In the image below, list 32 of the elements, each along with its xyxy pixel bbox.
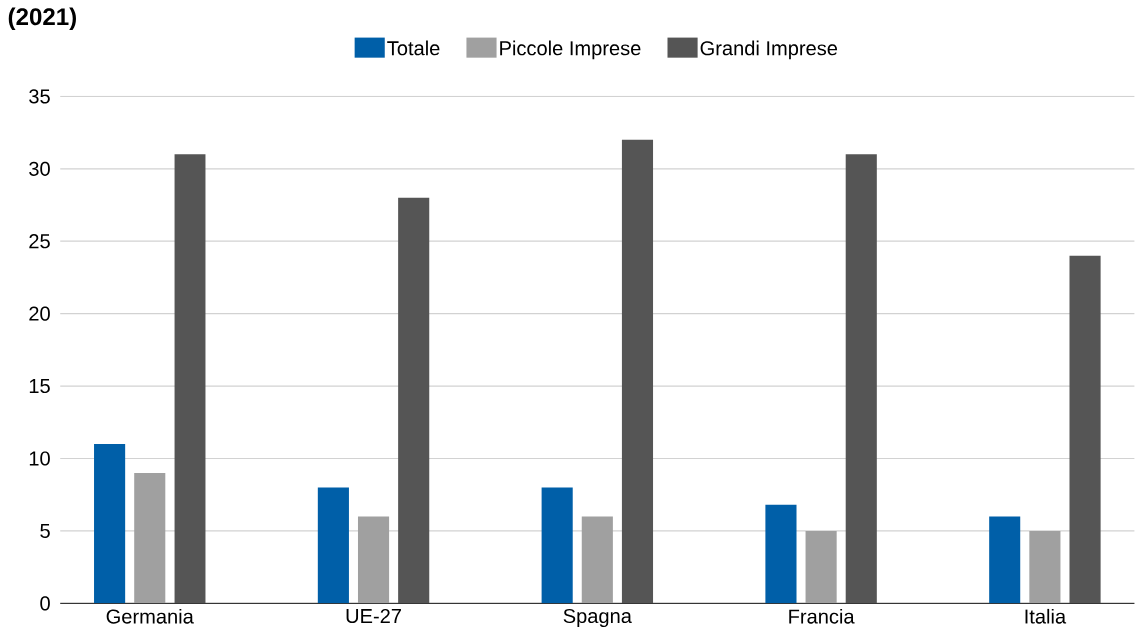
y-tick-label: 5 bbox=[40, 524, 50, 539]
bar bbox=[398, 198, 430, 604]
y-tick-label: 20 bbox=[29, 306, 50, 321]
x-tick-label: Italia bbox=[1025, 609, 1067, 624]
legend-label: Totale bbox=[387, 40, 440, 56]
x-tick-label: UE-27 bbox=[346, 609, 401, 624]
bar bbox=[1029, 531, 1061, 604]
y-tick-label: 25 bbox=[29, 234, 50, 249]
y-tick-label: 15 bbox=[29, 379, 50, 394]
x-tick-label: Germania bbox=[106, 609, 194, 624]
bar bbox=[317, 487, 349, 604]
x-tick-label: Francia bbox=[789, 609, 855, 624]
bar bbox=[134, 473, 166, 604]
y-tick-label: 10 bbox=[29, 451, 50, 466]
bar bbox=[174, 154, 206, 604]
chart-title: (2021) bbox=[8, 7, 76, 31]
bar bbox=[845, 154, 877, 604]
y-tick-label: 35 bbox=[29, 89, 50, 104]
y-tick-label: 0 bbox=[40, 596, 50, 611]
bar bbox=[989, 516, 1021, 604]
bar bbox=[541, 487, 573, 604]
y-tick-label: 30 bbox=[29, 161, 50, 177]
bar bbox=[621, 140, 654, 604]
legend-label: Grandi Imprese bbox=[700, 40, 838, 60]
bar bbox=[581, 516, 613, 604]
bar bbox=[765, 505, 797, 604]
legend-label: Piccole Imprese bbox=[500, 40, 641, 60]
bar bbox=[805, 531, 837, 604]
bar bbox=[1069, 255, 1101, 604]
x-tick-label: Spagna bbox=[563, 609, 632, 628]
bar bbox=[357, 516, 390, 604]
bar bbox=[94, 444, 126, 604]
